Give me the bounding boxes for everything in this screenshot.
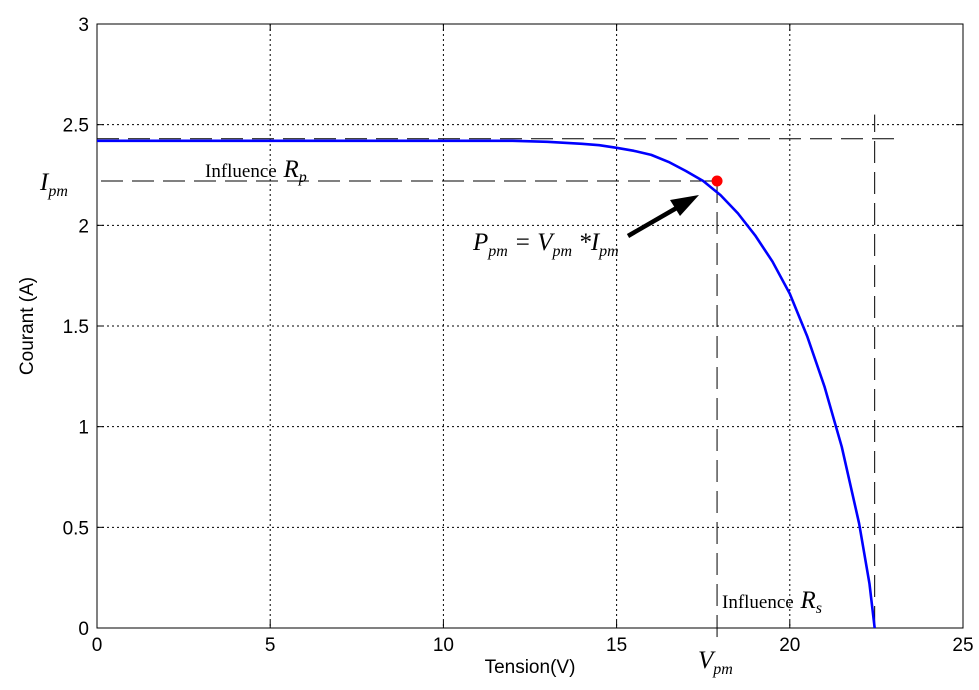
x-tick-label: 10 xyxy=(433,635,454,656)
reference-lines xyxy=(97,114,898,640)
y-tick-label: 0.5 xyxy=(63,518,89,539)
vpm-label: Vpm xyxy=(698,647,733,678)
series-layer xyxy=(97,139,876,629)
y-axis-title: Courant (A) xyxy=(17,277,38,375)
x-tick-label: 15 xyxy=(606,635,627,656)
y-tick-label: 2 xyxy=(78,216,89,237)
x-tick-label: 0 xyxy=(92,635,103,656)
x-tick-label: 25 xyxy=(952,635,973,656)
grid xyxy=(97,24,963,628)
y-tick-label: 1.5 xyxy=(63,317,89,338)
y-axis-ticks: 0 0.5 1 1.5 2 2.5 3 xyxy=(63,15,963,640)
y-tick-label: 2.5 xyxy=(63,116,89,137)
iv-curve-line xyxy=(97,139,876,629)
ppm-formula: Ppm = Vpm *Ipm xyxy=(472,229,619,260)
max-power-point-marker xyxy=(711,175,723,187)
x-tick-label: 5 xyxy=(265,635,276,656)
x-axis-ticks: 0 5 10 15 20 25 xyxy=(92,24,974,656)
y-tick-label: 3 xyxy=(78,15,89,36)
ipm-label: Ipm xyxy=(39,169,68,200)
y-tick-label: 0 xyxy=(78,619,89,640)
influence-rp-label: Influence Rp xyxy=(205,156,307,186)
mpp-arrow xyxy=(626,195,699,238)
x-axis-title: Tension(V) xyxy=(485,657,576,678)
influence-rs-label: Influence Rs xyxy=(722,587,822,617)
y-tick-label: 1 xyxy=(78,418,89,439)
x-tick-label: 20 xyxy=(779,635,800,656)
